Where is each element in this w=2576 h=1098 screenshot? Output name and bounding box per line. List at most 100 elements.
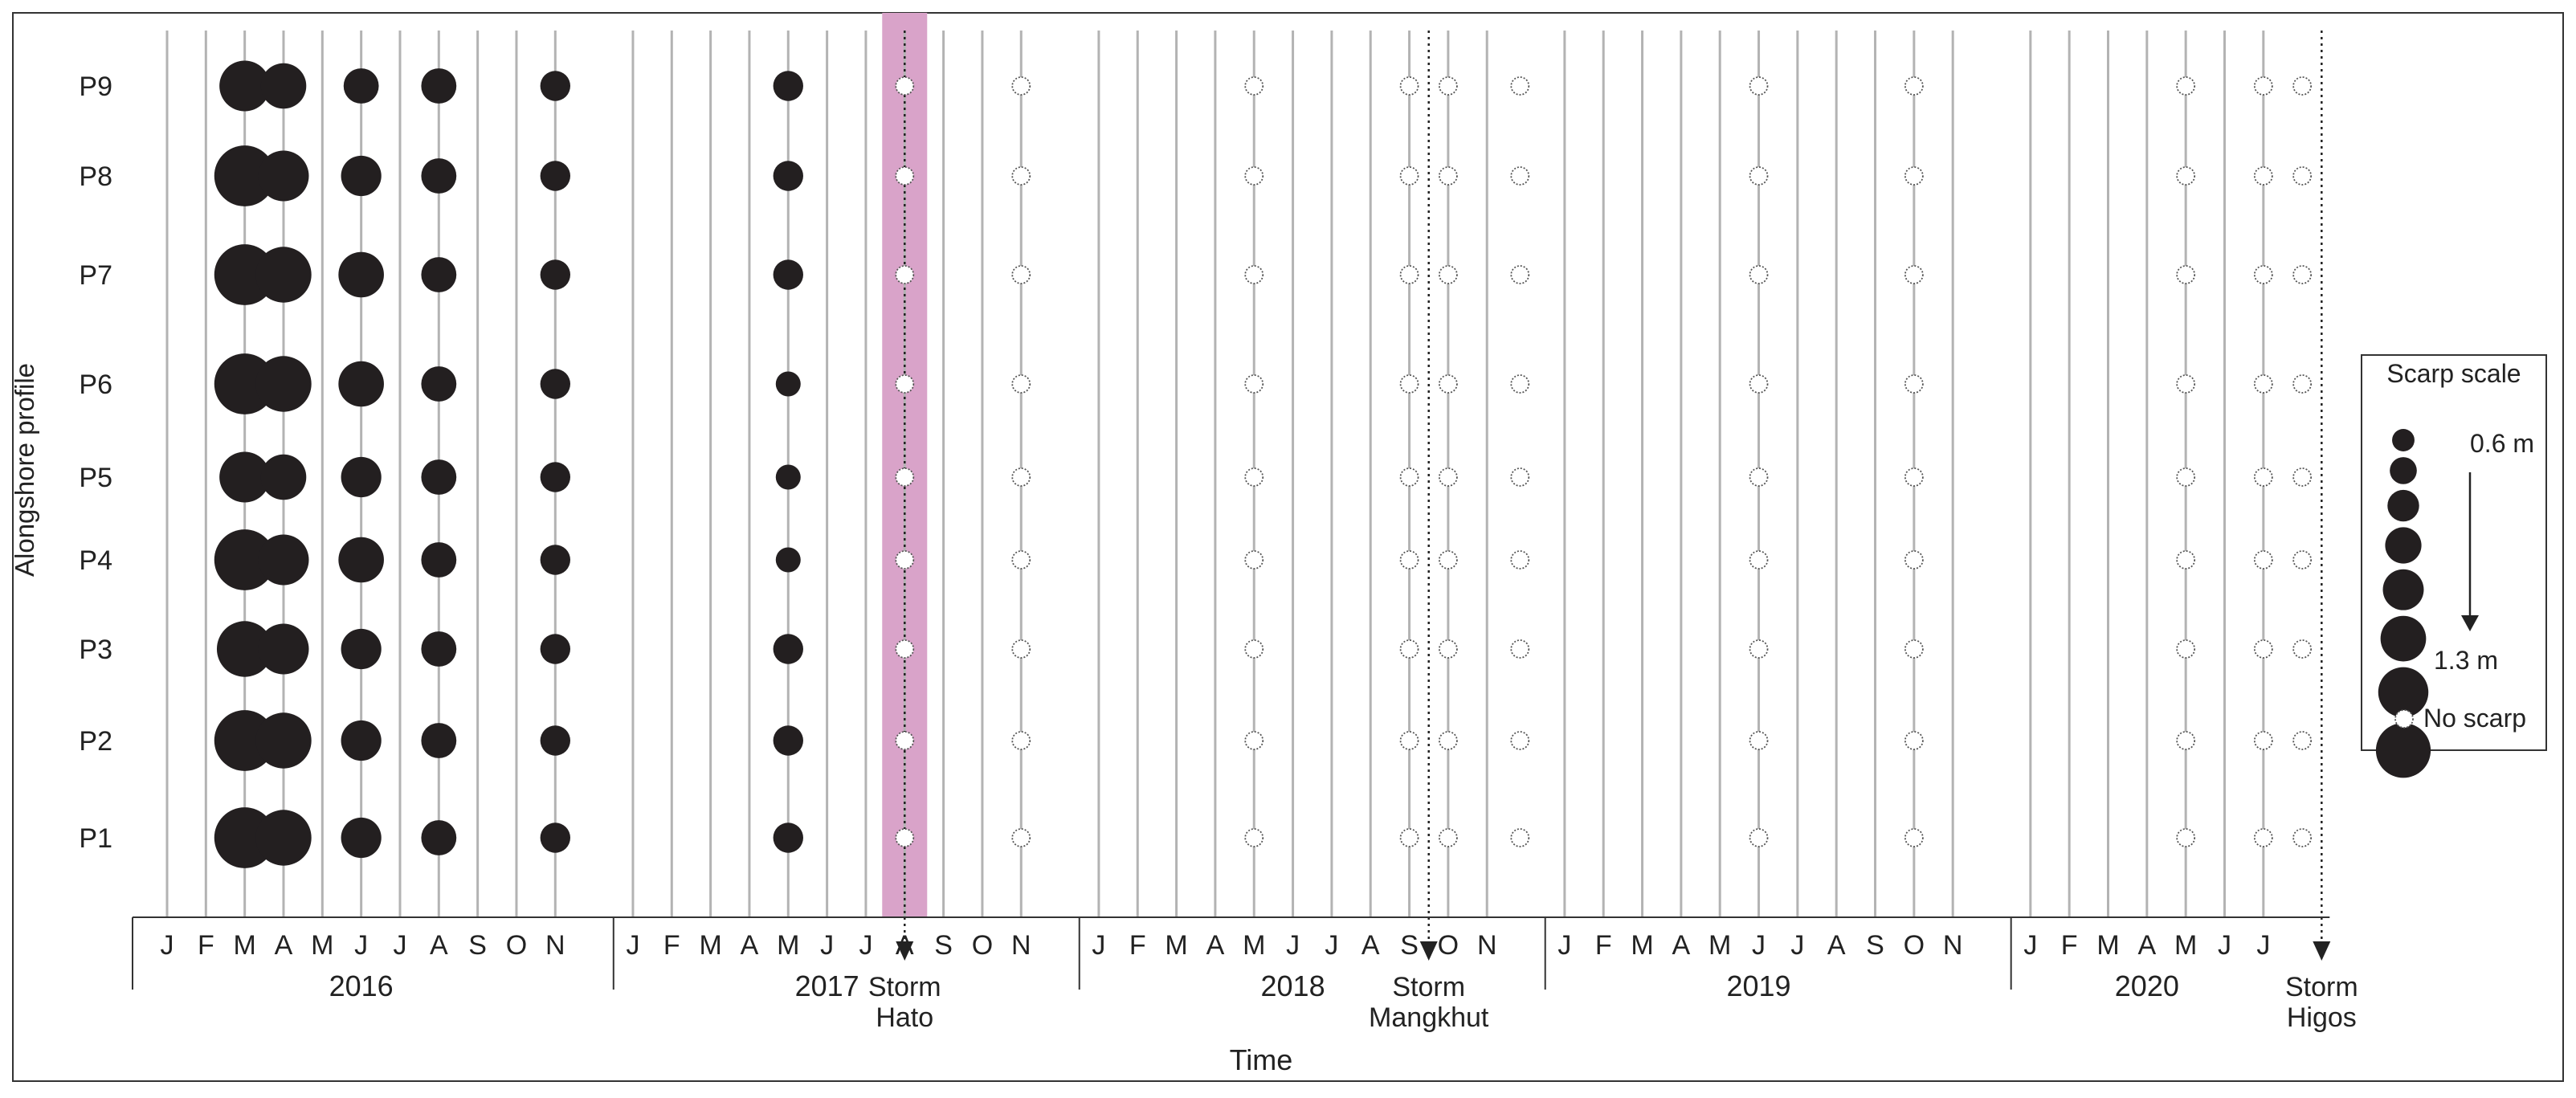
- no-scarp-point: [2176, 374, 2196, 394]
- legend-scale-dot: [2378, 667, 2429, 718]
- no-scarp-point: [2292, 374, 2313, 394]
- no-scarp-point: [1244, 639, 1264, 659]
- month-tick-label: N: [1011, 930, 1031, 961]
- month-tick-label: O: [1438, 930, 1459, 961]
- scarp-point: [338, 251, 384, 298]
- no-scarp-point: [895, 731, 915, 750]
- no-scarp-point: [2253, 639, 2273, 659]
- legend-arrow-head: [2461, 615, 2479, 631]
- scarp-point: [421, 542, 457, 578]
- scarp-point: [255, 247, 312, 303]
- no-scarp-point: [1438, 731, 1458, 750]
- month-tick-label: J: [820, 930, 834, 961]
- month-tick-label: J: [161, 930, 174, 961]
- no-scarp-point: [1510, 550, 1530, 569]
- month-tick-label: A: [1206, 930, 1225, 961]
- scarp-point: [540, 259, 570, 290]
- scarp-point: [540, 822, 570, 853]
- legend-scale-dot: [2390, 457, 2417, 484]
- no-scarp-point: [1011, 374, 1031, 394]
- no-scarp-point: [1244, 731, 1264, 750]
- year-label: 2016: [329, 969, 394, 1002]
- no-scarp-point: [1244, 265, 1264, 284]
- scarp-point: [341, 720, 382, 761]
- no-scarp-point: [895, 265, 915, 284]
- no-scarp-point: [2253, 550, 2273, 569]
- no-scarp-point: [1011, 550, 1031, 569]
- no-scarp-point: [1749, 467, 1769, 487]
- no-scarp-point: [2176, 76, 2196, 96]
- no-scarp-point: [1399, 166, 1419, 186]
- no-scarp-point: [2253, 828, 2273, 847]
- no-scarp-point: [1438, 550, 1458, 569]
- no-scarp-point: [1244, 550, 1264, 569]
- no-scarp-point: [1438, 374, 1458, 394]
- scarp-point: [773, 634, 803, 664]
- month-tick-label: M: [1243, 930, 1265, 961]
- scarp-point: [341, 456, 382, 498]
- month-tick-label: A: [1672, 930, 1691, 961]
- month-tick-label: M: [1708, 930, 1731, 961]
- no-scarp-point: [1904, 374, 1924, 394]
- scarp-point: [421, 723, 457, 758]
- month-tick-label: J: [2023, 930, 2037, 961]
- no-scarp-point: [1399, 467, 1419, 487]
- no-scarp-point: [1510, 374, 1530, 394]
- month-tick-label: F: [198, 930, 214, 961]
- month-tick-label: A: [430, 930, 448, 961]
- month-tick-label: M: [2174, 930, 2197, 961]
- month-tick-label: J: [1557, 930, 1571, 961]
- scarp-point: [421, 158, 457, 194]
- no-scarp-point: [1011, 467, 1031, 487]
- month-tick-label: M: [233, 930, 255, 961]
- scarp-point: [421, 366, 457, 402]
- storm-label: Storm: [868, 972, 941, 1002]
- no-scarp-point: [1749, 166, 1769, 186]
- y-tick-label: P2: [79, 726, 112, 757]
- month-tick-label: N: [545, 930, 565, 961]
- month-tick-label: J: [393, 930, 406, 961]
- scarp-point: [773, 725, 803, 756]
- scarp-point: [341, 628, 382, 670]
- no-scarp-point: [1904, 828, 1924, 847]
- month-tick-label: J: [859, 930, 872, 961]
- no-scarp-point: [1510, 639, 1530, 659]
- month-tick-label: J: [1752, 930, 1766, 961]
- month-tick-label: A: [896, 930, 914, 961]
- year-label: 2019: [1726, 969, 1790, 1002]
- storm-label: Storm: [2285, 972, 2358, 1002]
- no-scarp-point: [2292, 76, 2313, 96]
- scarp-point: [214, 529, 276, 590]
- scarp-point: [775, 547, 801, 573]
- month-tick-label: M: [1165, 930, 1187, 961]
- no-scarp-point: [1510, 731, 1530, 750]
- legend-scale-dot: [2382, 569, 2424, 610]
- no-scarp-point: [1011, 731, 1031, 750]
- y-tick-label: P8: [79, 161, 112, 192]
- no-scarp-point: [1011, 639, 1031, 659]
- no-scarp-point: [1399, 265, 1419, 284]
- month-tick-label: S: [1400, 930, 1419, 961]
- scarp-point: [540, 369, 570, 399]
- scarp-point: [540, 462, 570, 492]
- no-scarp-point: [2253, 76, 2273, 96]
- legend-title: Scarp scale: [2386, 359, 2521, 388]
- no-scarp-point: [2176, 467, 2196, 487]
- no-scarp-point: [1510, 76, 1530, 96]
- month-tick-label: M: [699, 930, 721, 961]
- no-scarp-point: [2253, 374, 2273, 394]
- scarp-point: [255, 712, 312, 769]
- x-axis-label: Time: [1230, 1043, 1293, 1076]
- no-scarp-point: [895, 467, 915, 487]
- no-scarp-point: [1438, 467, 1458, 487]
- no-scarp-point: [1399, 828, 1419, 847]
- month-tick-label: N: [1943, 930, 1963, 961]
- month-tick-label: F: [1595, 930, 1612, 961]
- no-scarp-point: [2176, 166, 2196, 186]
- month-tick-label: J: [2256, 930, 2270, 961]
- legend: Scarp scale 0.6 m 1.3 m No scarp: [2361, 354, 2547, 778]
- month-tick-label: O: [1904, 930, 1925, 961]
- scarp-point: [540, 161, 570, 191]
